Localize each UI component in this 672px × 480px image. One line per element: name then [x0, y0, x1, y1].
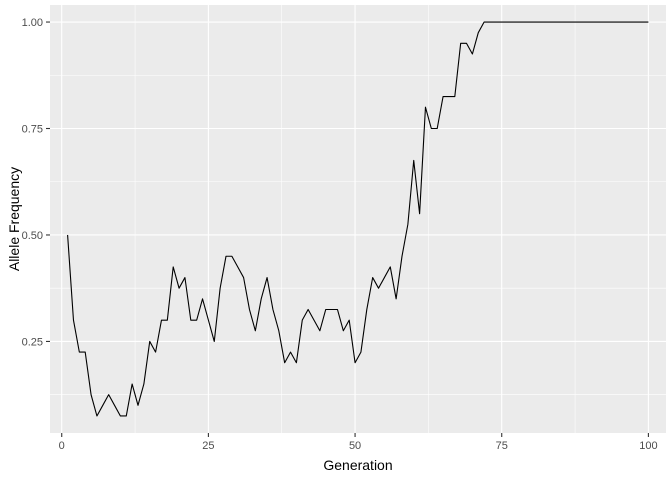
y-axis: 0.25 0.50 0.75 1.00 — [22, 17, 50, 348]
x-tick-label: 75 — [496, 440, 508, 452]
series-layer — [67, 21, 649, 417]
series-line — [67, 21, 649, 417]
x-axis-title: Generation — [323, 457, 392, 473]
x-axis: 0 25 50 75 100 — [59, 433, 658, 452]
y-tick-label: 0.75 — [22, 124, 43, 136]
y-tick-label: 0.50 — [22, 230, 43, 242]
y-tick-label: 1.00 — [22, 17, 43, 29]
x-tick-label: 0 — [59, 440, 65, 452]
x-tick-label: 25 — [202, 440, 214, 452]
plot-panel — [50, 5, 666, 433]
y-axis-title: Allele Frequency — [6, 167, 22, 271]
x-tick-label: 100 — [639, 440, 657, 452]
y-tick-label: 0.25 — [22, 336, 43, 348]
grid-major — [50, 5, 666, 433]
grid-minor — [50, 5, 666, 433]
x-tick-label: 50 — [349, 440, 361, 452]
